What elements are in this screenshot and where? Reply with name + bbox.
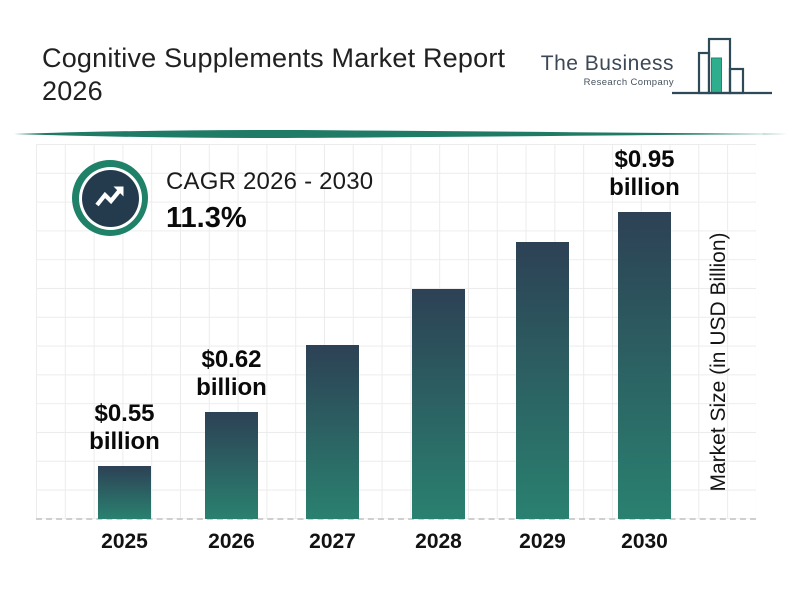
page-title-line2: 2026 [42,76,103,106]
bar-skyline-logo-icon [672,37,772,95]
company-logo-name: The Business [540,52,674,75]
x-tick-2025: 2025 [101,530,148,553]
company-logo-text: The Business Research Company [541,52,674,88]
page-title: Cognitive Supplements Market Report 2026 [42,42,562,108]
bar-2026 [205,412,258,519]
bar-2029 [516,242,569,519]
x-tick-2028: 2028 [415,530,462,553]
x-tick-2027: 2027 [309,530,356,553]
bar-2027 [306,345,359,519]
value-label-2026: $0.62 billion [196,346,267,401]
y-axis-label: Market Size (in USD Billion) [707,232,730,492]
company-logo-tagline: Research Company [583,77,674,88]
value-label-2025: $0.55 billion [89,400,160,455]
cagr-value: 11.3% [166,202,247,234]
divider-swoosh [14,129,788,139]
value-label-2030: $0.95 billion [609,146,680,201]
x-tick-2026: 2026 [208,530,255,553]
cagr-badge-circle [81,169,139,227]
cagr-period-label: CAGR 2026 - 2030 [166,168,374,195]
bar-2025 [98,466,151,519]
x-axis-baseline [36,518,756,520]
cagr-badge-ring [78,166,142,230]
page-title-line1: Cognitive Supplements Market Report [42,43,506,73]
x-tick-2029: 2029 [519,530,566,553]
x-tick-2030: 2030 [621,530,668,553]
trending-up-icon [95,186,124,207]
bar-2030 [618,212,671,519]
bar-2028 [412,289,465,519]
company-logo: The Business Research Company [541,30,772,102]
cagr-badge [72,160,148,236]
